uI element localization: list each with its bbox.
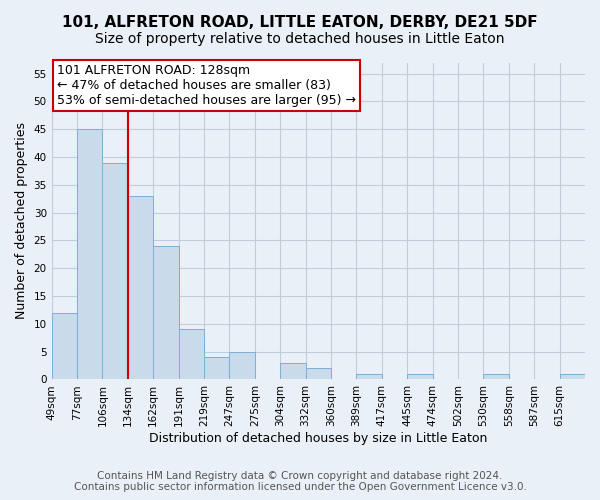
X-axis label: Distribution of detached houses by size in Little Eaton: Distribution of detached houses by size … bbox=[149, 432, 488, 445]
Bar bbox=[229, 352, 255, 380]
Bar bbox=[77, 129, 103, 380]
Text: Size of property relative to detached houses in Little Eaton: Size of property relative to detached ho… bbox=[95, 32, 505, 46]
Y-axis label: Number of detached properties: Number of detached properties bbox=[15, 122, 28, 320]
Bar bbox=[560, 374, 585, 380]
Text: 101 ALFRETON ROAD: 128sqm
← 47% of detached houses are smaller (83)
53% of semi-: 101 ALFRETON ROAD: 128sqm ← 47% of detac… bbox=[57, 64, 356, 107]
Text: 101, ALFRETON ROAD, LITTLE EATON, DERBY, DE21 5DF: 101, ALFRETON ROAD, LITTLE EATON, DERBY,… bbox=[62, 15, 538, 30]
Bar bbox=[179, 330, 204, 380]
Bar bbox=[103, 162, 128, 380]
Bar bbox=[153, 246, 179, 380]
Bar bbox=[484, 374, 509, 380]
Bar bbox=[52, 312, 77, 380]
Bar bbox=[204, 357, 229, 380]
Bar bbox=[128, 196, 153, 380]
Bar bbox=[305, 368, 331, 380]
Bar bbox=[280, 363, 305, 380]
Bar bbox=[356, 374, 382, 380]
Bar bbox=[407, 374, 433, 380]
Text: Contains HM Land Registry data © Crown copyright and database right 2024.
Contai: Contains HM Land Registry data © Crown c… bbox=[74, 471, 526, 492]
